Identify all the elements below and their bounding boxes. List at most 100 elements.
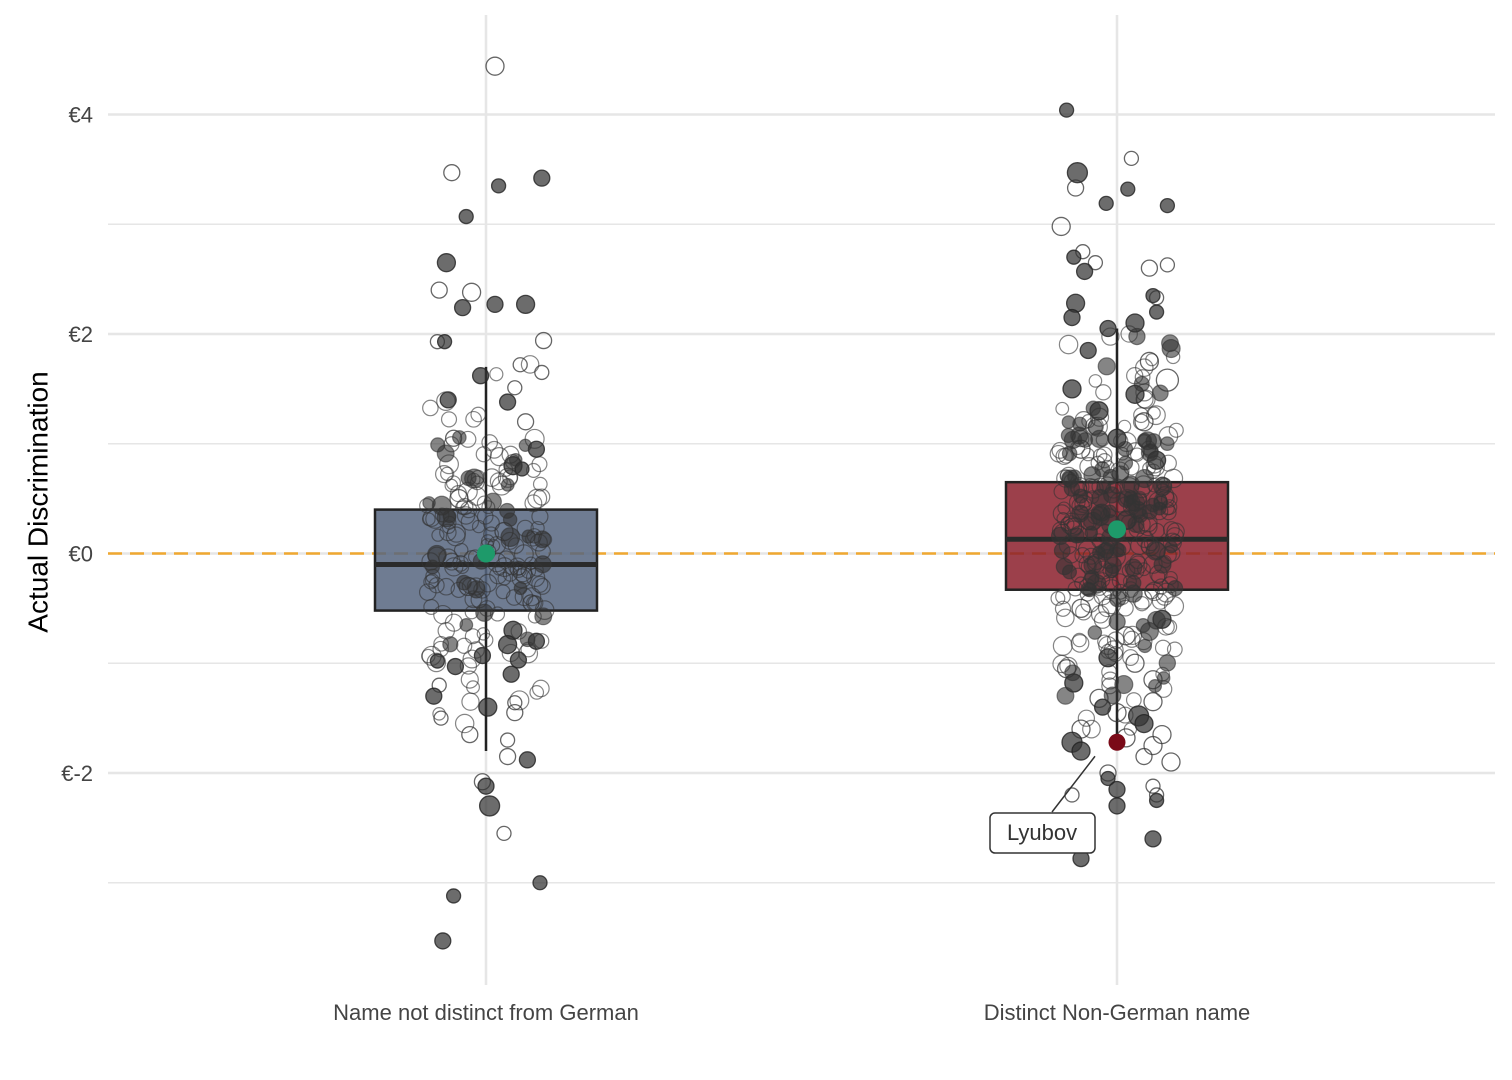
data-point-cloud <box>1059 656 1078 676</box>
data-point <box>512 357 528 373</box>
data-point <box>1075 262 1094 281</box>
data-point <box>1087 255 1104 271</box>
data-point <box>1159 257 1176 273</box>
data-point-cloud <box>1123 722 1138 736</box>
y-tick-label: €4 <box>69 103 93 128</box>
data-point-cloud <box>516 519 534 537</box>
data-point-cloud <box>422 508 441 527</box>
data-point <box>502 665 520 683</box>
data-point-cloud <box>453 542 469 558</box>
data-point-cloud <box>424 573 440 588</box>
data-point-cloud <box>537 532 553 547</box>
data-point-cloud <box>434 464 454 484</box>
data-point <box>453 299 472 317</box>
data-point-cloud <box>1090 604 1110 624</box>
data-point-cloud <box>434 507 450 523</box>
data-point <box>490 178 507 194</box>
data-point <box>1062 379 1082 399</box>
data-point-cloud <box>1120 325 1138 343</box>
callout-box <box>989 812 1096 854</box>
data-point <box>1107 702 1127 723</box>
data-point-cloud <box>1079 457 1099 477</box>
data-point-cloud <box>1060 427 1076 444</box>
y-tick-label: €-2 <box>61 761 93 786</box>
data-point <box>1071 741 1091 761</box>
data-point-cloud <box>1095 432 1110 447</box>
data-point-cloud <box>520 563 537 579</box>
data-point-cloud <box>1104 556 1122 575</box>
data-point-cloud <box>1101 664 1118 680</box>
data-point-cloud <box>1156 671 1171 685</box>
data-point-cloud <box>433 604 453 625</box>
data-point <box>506 703 524 722</box>
callout-leader <box>1051 755 1096 813</box>
data-point <box>1135 747 1153 766</box>
data-point-cloud <box>440 411 458 428</box>
x-tick-label: Name not distinct from German <box>333 1000 639 1025</box>
data-point-cloud <box>1161 338 1181 359</box>
data-point-cloud <box>1090 506 1111 526</box>
data-point <box>1064 787 1080 803</box>
data-point-cloud <box>1148 679 1162 693</box>
data-point-cloud <box>1050 526 1070 546</box>
data-point-cloud <box>418 583 437 601</box>
data-point-cloud <box>1122 625 1143 645</box>
data-point <box>1051 216 1071 237</box>
data-point-cloud <box>529 685 545 700</box>
data-point-cloud <box>1159 454 1177 472</box>
data-point-cloud <box>1056 608 1075 628</box>
data-point-cloud <box>1070 634 1090 653</box>
data-point-cloud <box>1081 447 1095 462</box>
data-point-cloud <box>454 713 475 734</box>
data-point-cloud <box>531 456 548 473</box>
data-point <box>425 687 443 705</box>
data-point <box>461 282 482 302</box>
data-point-cloud <box>1057 447 1075 464</box>
data-point-cloud <box>1095 542 1114 561</box>
data-point-cloud <box>431 528 445 542</box>
data-point <box>507 380 523 396</box>
data-point-cloud <box>1147 406 1161 420</box>
x-tick-labels: Name not distinct from German Distinct No… <box>333 1000 1250 1025</box>
data-point-cloud <box>475 446 492 463</box>
data-point-cloud <box>482 514 500 532</box>
data-point <box>471 367 490 385</box>
data-point-cloud <box>1123 630 1141 648</box>
data-point-cloud <box>1061 415 1076 430</box>
data-point-cloud <box>1126 442 1145 461</box>
data-point-cloud <box>456 498 474 516</box>
data-point <box>445 888 462 904</box>
data-point <box>1144 830 1162 848</box>
data-point-cloud <box>443 436 460 453</box>
mean-point <box>477 544 495 563</box>
data-point-cloud <box>1109 480 1123 495</box>
data-point-cloud <box>533 577 551 595</box>
x-tick-label: Distinct Non-German name <box>984 1000 1251 1025</box>
data-point <box>534 331 553 350</box>
data-point <box>1098 195 1114 212</box>
data-point-cloud <box>525 462 542 478</box>
data-point <box>498 747 517 766</box>
data-point-cloud <box>1085 400 1102 416</box>
data-point-cloud <box>476 627 491 641</box>
data-point-cloud <box>469 475 485 491</box>
data-point-cloud <box>436 391 456 411</box>
data-point-cloud <box>518 643 539 664</box>
data-point-cloud <box>531 679 550 698</box>
mean-point <box>1108 520 1126 539</box>
data-point-cloud <box>452 554 469 572</box>
data-point-cloud <box>475 603 494 622</box>
data-point-cloud <box>1100 459 1115 474</box>
data-point-cloud <box>1137 638 1153 654</box>
data-point-cloud <box>1051 441 1069 459</box>
data-point-cloud <box>1153 555 1172 574</box>
data-point-cloud <box>502 512 518 527</box>
data-point-cloud <box>1134 596 1150 612</box>
data-point-cloud <box>432 707 446 721</box>
data-point <box>1148 304 1165 320</box>
data-point-cloud <box>1114 674 1134 695</box>
data-point-cloud <box>500 477 515 492</box>
data-point-cloud <box>1142 461 1156 476</box>
data-point <box>515 294 536 315</box>
data-point-cloud <box>1084 525 1099 540</box>
